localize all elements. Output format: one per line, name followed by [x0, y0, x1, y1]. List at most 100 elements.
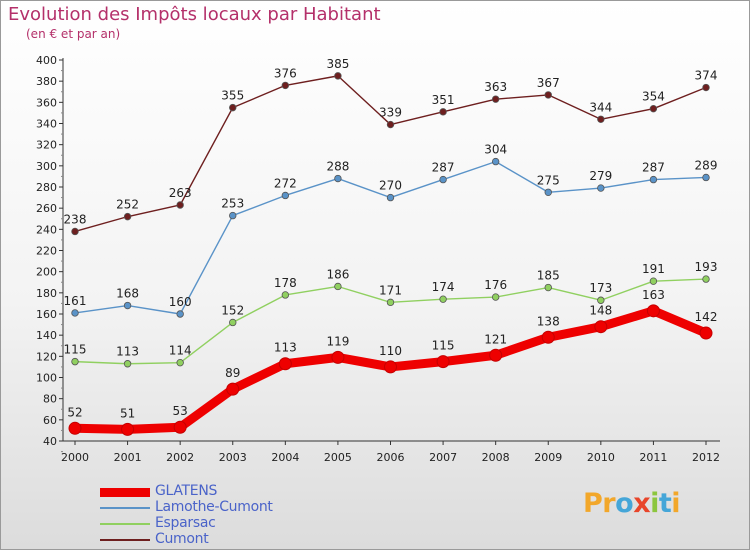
x-tick-label: 2011 [639, 451, 667, 464]
x-tick-label: 2008 [482, 451, 510, 464]
data-point [123, 301, 132, 310]
data-label: 288 [326, 160, 349, 174]
data-point [649, 104, 658, 113]
logo-letter: t [658, 488, 672, 519]
y-tick-label: 60 [43, 414, 57, 427]
legend-swatch [100, 539, 150, 541]
logo-letter: P [583, 488, 603, 519]
data-label: 304 [484, 143, 507, 157]
data-point [491, 293, 500, 301]
data-point [646, 304, 660, 318]
data-label: 185 [537, 269, 560, 283]
series-line-cumont [74, 75, 707, 233]
x-tick-label: 2000 [61, 451, 89, 464]
data-point [489, 348, 503, 362]
data-point [386, 298, 395, 307]
data-point [439, 175, 447, 184]
data-label: 173 [589, 281, 612, 295]
data-label: 176 [484, 278, 507, 292]
data-point [439, 108, 447, 116]
data-point [334, 174, 342, 183]
data-label: 161 [64, 294, 87, 308]
data-point [439, 295, 447, 303]
logo-letter: o [615, 488, 634, 519]
data-label: 289 [695, 158, 718, 172]
y-tick-label: 220 [36, 245, 57, 258]
x-tick-label: 2004 [271, 451, 299, 464]
data-label: 160 [169, 295, 192, 309]
data-label: 191 [642, 262, 665, 276]
y-tick-label: 400 [36, 54, 57, 67]
data-label: 253 [221, 197, 244, 211]
data-label: 171 [379, 283, 402, 297]
x-tick-label: 2003 [219, 451, 247, 464]
data-point [176, 310, 184, 318]
data-label: 114 [169, 344, 192, 358]
data-label: 51 [120, 406, 135, 420]
data-label: 174 [432, 280, 455, 294]
data-point [436, 355, 450, 369]
data-label: 113 [274, 341, 297, 355]
data-point [597, 115, 605, 123]
legend-label: Esparsac [155, 515, 216, 531]
logo-letter: x [633, 488, 651, 519]
data-point [281, 291, 290, 299]
data-label: 275 [537, 173, 560, 187]
data-label: 52 [67, 405, 82, 419]
data-label: 354 [642, 90, 665, 104]
data-point [544, 91, 552, 99]
y-tick-label: 260 [36, 202, 57, 215]
data-point [386, 193, 395, 202]
data-label: 263 [169, 186, 192, 200]
data-label: 270 [379, 179, 402, 193]
data-point [71, 309, 79, 317]
data-label: 148 [589, 304, 612, 318]
legend-item: Cumont [100, 531, 320, 548]
data-label: 142 [695, 310, 718, 324]
data-point [702, 83, 710, 92]
data-label: 119 [326, 334, 349, 348]
data-point [71, 227, 79, 236]
data-label: 163 [642, 288, 665, 302]
data-label: 355 [221, 89, 244, 103]
data-label: 238 [64, 212, 87, 226]
legend-item: Lamothe-Cumont [100, 499, 320, 516]
data-label: 89 [225, 366, 240, 380]
y-tick-label: 180 [36, 287, 57, 300]
data-label: 351 [432, 93, 455, 107]
y-tick-label: 200 [36, 266, 57, 279]
data-point [699, 326, 713, 340]
data-point [229, 211, 237, 220]
legend-label: GLATENS [155, 483, 218, 499]
y-tick-label: 360 [36, 96, 57, 109]
data-label: 374 [695, 69, 718, 83]
data-point [649, 175, 658, 184]
y-tick-label: 120 [36, 350, 57, 363]
data-label: 363 [484, 80, 507, 94]
y-tick-label: 280 [36, 181, 57, 194]
y-tick-label: 300 [36, 160, 57, 173]
data-label: 279 [589, 169, 612, 183]
chart-legend: GLATENS Lamothe-Cumont Esparsac Cumont [100, 483, 320, 548]
legend-swatch [100, 507, 150, 509]
y-tick-label: 380 [36, 75, 57, 88]
legend-swatch [100, 523, 150, 525]
legend-item: Esparsac [100, 515, 320, 532]
data-point [649, 277, 658, 285]
data-point [229, 318, 237, 327]
data-label: 385 [326, 57, 349, 71]
data-point [702, 173, 710, 182]
data-label: 367 [537, 76, 560, 90]
y-tick-label: 80 [43, 393, 57, 406]
data-point [544, 188, 552, 196]
data-point [176, 358, 184, 367]
data-point [71, 357, 79, 366]
data-label: 121 [484, 332, 507, 346]
data-point [594, 320, 608, 334]
legend-label: Cumont [155, 531, 209, 547]
data-label: 178 [274, 276, 297, 290]
legend-label: Lamothe-Cumont [155, 499, 273, 515]
y-tick-label: 100 [36, 372, 57, 385]
data-point [281, 81, 290, 90]
